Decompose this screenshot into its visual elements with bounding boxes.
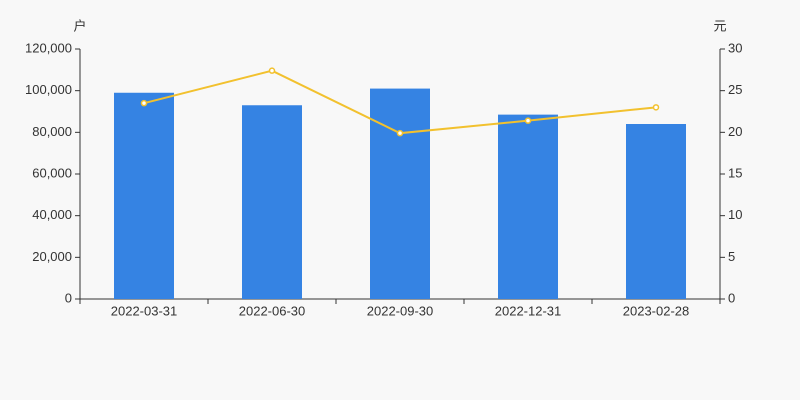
- y2-tick-label: 5: [728, 249, 735, 264]
- y2-tick-label: 25: [728, 82, 742, 97]
- y2-tick-label: 20: [728, 124, 742, 139]
- y-tick-label: 0: [65, 290, 72, 305]
- y2-tick-label: 0: [728, 290, 735, 305]
- line-point: [652, 104, 660, 111]
- y-tick-label: 40,000: [32, 207, 72, 222]
- bar: [370, 88, 430, 299]
- line-point: [140, 99, 148, 107]
- bar: [114, 92, 174, 299]
- y2-axis-label: 元: [713, 18, 726, 33]
- bar: [498, 114, 558, 299]
- y-tick-label: 60,000: [32, 165, 72, 180]
- line-point: [268, 67, 276, 74]
- x-tick-label: 2022-06-30: [239, 303, 306, 318]
- x-tick-label: 2023-02-28: [623, 303, 690, 318]
- bar: [626, 124, 686, 299]
- x-tick-label: 2022-09-30: [367, 303, 434, 318]
- bar: [242, 105, 302, 299]
- y2-tick-label: 30: [728, 40, 742, 55]
- line-point: [524, 117, 532, 124]
- y-tick-label: 20,000: [32, 249, 72, 264]
- y-tick-label: 100,000: [25, 82, 72, 97]
- y-tick-label: 80,000: [32, 124, 72, 139]
- y2-tick-label: 10: [728, 207, 742, 222]
- x-tick-label: 2022-12-31: [495, 303, 562, 318]
- y2-tick-label: 15: [728, 165, 742, 180]
- x-tick-label: 2022-03-31: [111, 303, 178, 318]
- y-axis-label: 户: [73, 18, 86, 33]
- y-tick-label: 120,000: [25, 40, 72, 55]
- line-point: [396, 129, 404, 137]
